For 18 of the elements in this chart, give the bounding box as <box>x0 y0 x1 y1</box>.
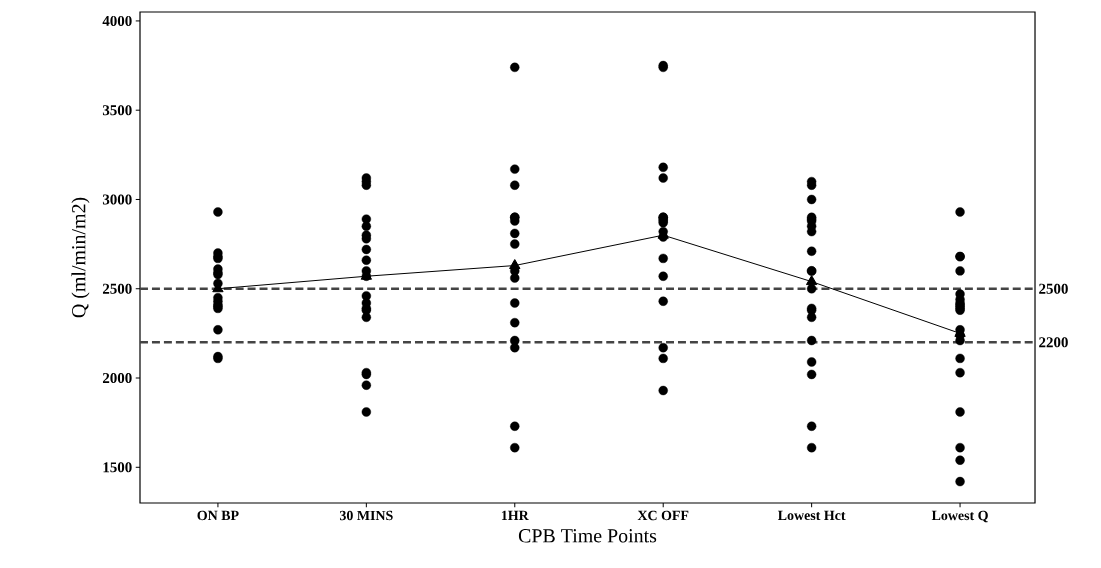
x-tick-label: 30 MINS <box>339 510 393 521</box>
point <box>805 275 818 286</box>
y-tick-label: 2500 <box>102 283 132 294</box>
x-tick-label: Lowest Hct <box>777 510 846 521</box>
y-tick-label: 2000 <box>102 372 132 384</box>
y-tick-label: 1500 <box>103 462 132 473</box>
y-tick-label: 3500 <box>102 105 132 116</box>
x-tick-label: XC OFF <box>637 510 689 521</box>
x-tick-label: 1HR <box>501 510 529 520</box>
y-tick-label: 4000 <box>102 15 132 26</box>
y-tick-label: 3000 <box>102 194 132 205</box>
y-axis-title: Q (ml/min/m2) <box>71 197 90 318</box>
point <box>509 259 521 270</box>
x-tick-label: Lowest Q <box>931 510 988 523</box>
x-tick-label: ON BP <box>197 510 239 521</box>
ref-line-label: 2500 <box>1039 283 1068 294</box>
x-axis-title: CPB Time Points <box>518 529 657 543</box>
ref-line-label: 2200 <box>1039 337 1068 348</box>
